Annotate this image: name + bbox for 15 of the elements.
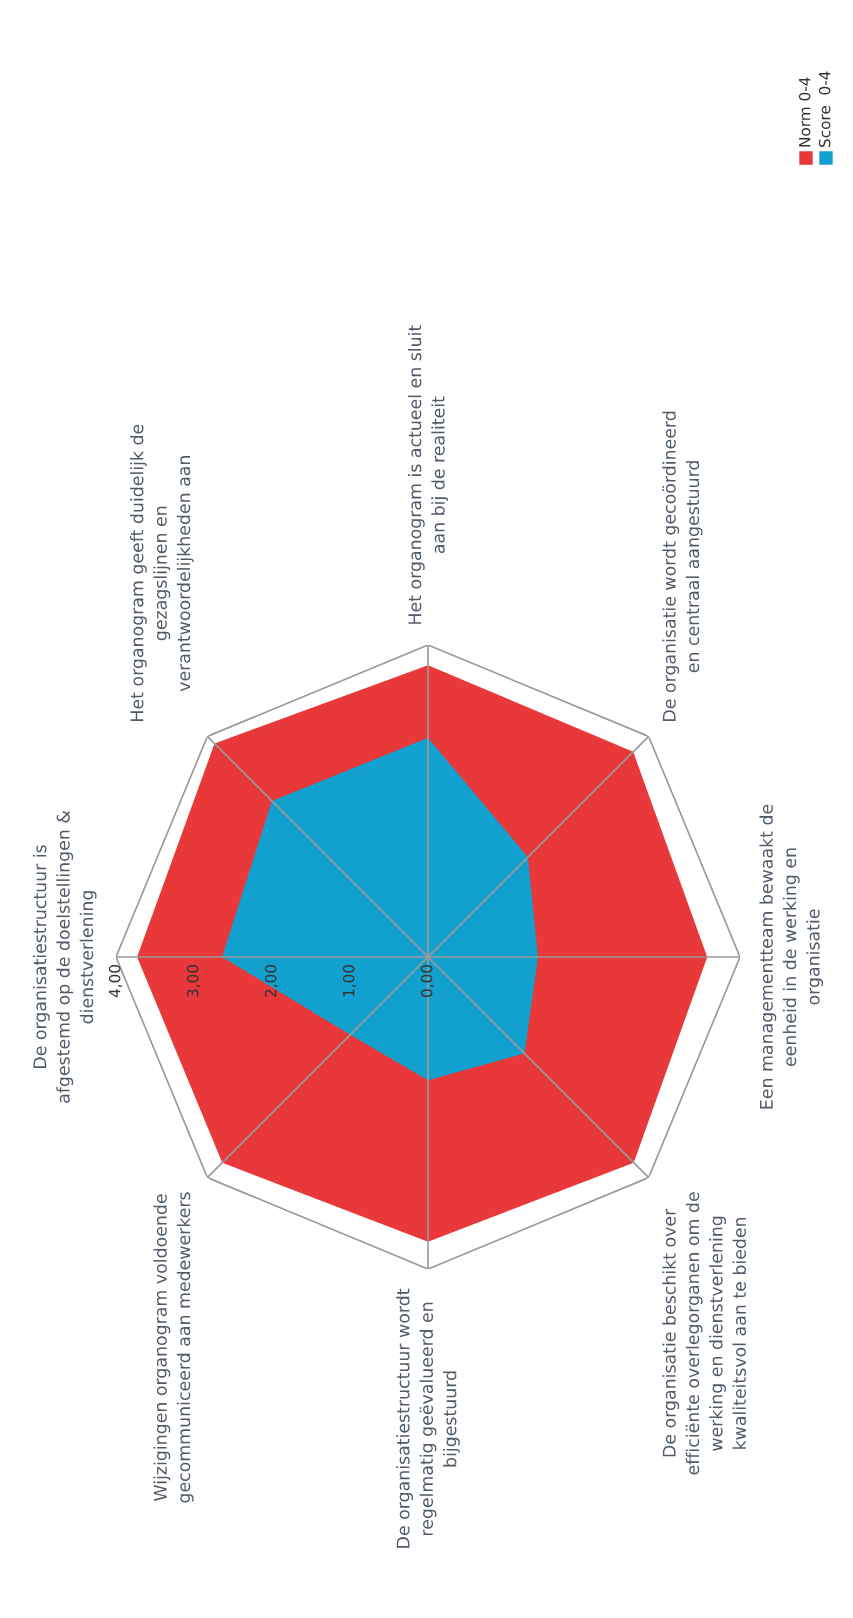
spoke-label: Het organogram is actueel en sluit aan bij de realiteit bbox=[407, 325, 449, 624]
y-tick-label: 1,00 bbox=[342, 964, 356, 997]
y-tick-label: 3,00 bbox=[186, 964, 200, 997]
spoke-label: De organisatie wordt gecoördineerd en centraal aangestuurd bbox=[662, 411, 703, 721]
spoke-label: Wijzigingen organogram voldoende gecommuniceerd aan medewerkers bbox=[153, 1192, 194, 1503]
spoke-label: De organisatiestructuur wordt regelmatig geëvalueerd en bijgestuurd bbox=[396, 1288, 460, 1548]
y-tick-label: 2,00 bbox=[264, 964, 278, 997]
y-tick-label: 0,00 bbox=[420, 964, 434, 997]
y-tick-label: 4,00 bbox=[108, 964, 122, 998]
text: Score 0-4 bbox=[818, 71, 831, 147]
spoke-label: De organisatie beschikt over efficiënte overlegorganen om de werking en dienstverlening kwaliteitsvol aan te bieden bbox=[662, 1192, 746, 1475]
spoke-label: Een managementteam bewaakt de eenheid in de werking en organisatie bbox=[759, 804, 824, 1109]
text: Norm 0-4 bbox=[798, 77, 811, 147]
spoke-label: De organisatiestructuur is afgestemd op de doelstellingen & dienstverlening bbox=[32, 810, 97, 1103]
spoke-label: Het organogram geeft duidelijk de gezagslijnen en verantwoordelijkheden aan bbox=[130, 424, 194, 721]
